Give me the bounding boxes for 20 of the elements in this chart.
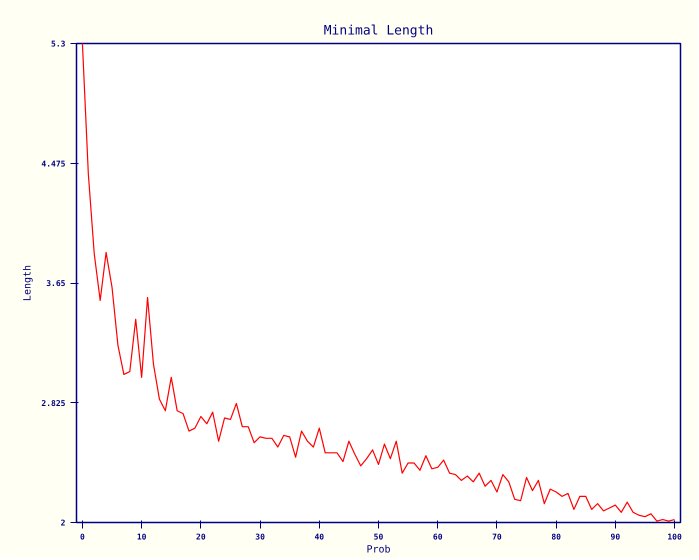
x-tick-label: 70 bbox=[492, 532, 502, 542]
chart-title: Minimal Length bbox=[324, 24, 434, 38]
x-tick-label: 30 bbox=[255, 532, 266, 542]
x-tick-label: 60 bbox=[432, 532, 443, 542]
y-tick-label: 3.65 bbox=[46, 279, 66, 288]
x-axis-title: Prob bbox=[366, 544, 391, 556]
x-tick-label: 10 bbox=[136, 532, 147, 542]
x-tick-label: 20 bbox=[196, 532, 206, 542]
y-tick-label: 2.825 bbox=[41, 398, 66, 408]
y-tick-label: 2 bbox=[60, 518, 66, 528]
x-tick-label: 90 bbox=[610, 532, 620, 542]
x-tick-label: 40 bbox=[314, 532, 324, 542]
y-tick-label: 4.475 bbox=[41, 159, 66, 168]
x-tick-label: 80 bbox=[551, 532, 562, 542]
line-series bbox=[82, 44, 676, 522]
y-axis-title: Length bbox=[22, 264, 34, 302]
x-tick-label: 50 bbox=[374, 532, 384, 542]
x-tick-label: 0 bbox=[80, 532, 86, 542]
y-tick-label: 5.3 bbox=[51, 40, 66, 48]
x-tick-label: 100 bbox=[667, 532, 682, 542]
